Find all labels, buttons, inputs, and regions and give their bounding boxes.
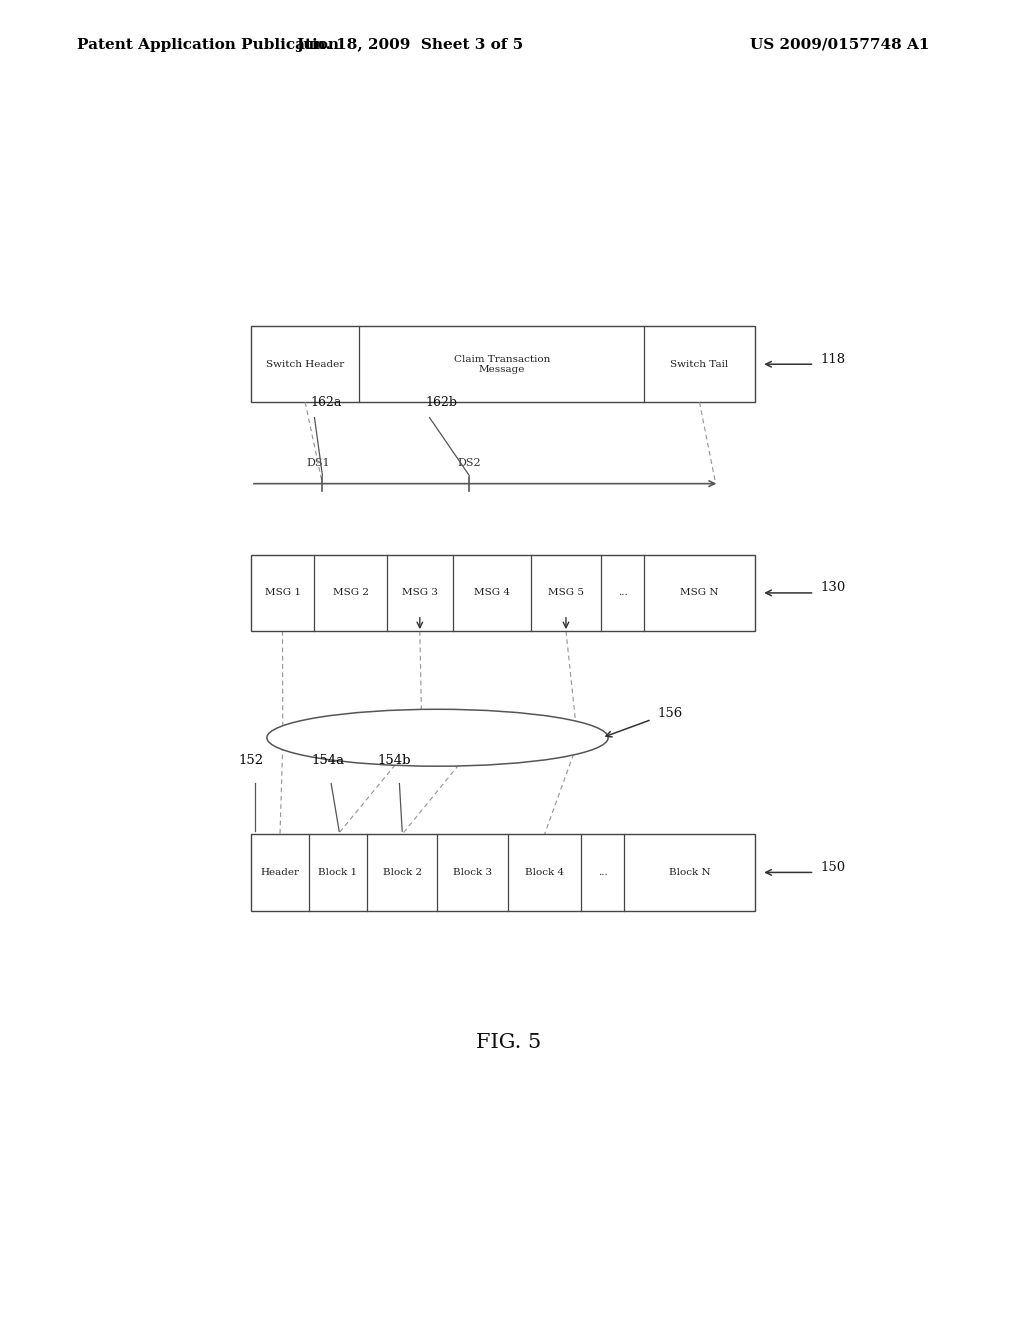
Text: Claim Transaction
Message: Claim Transaction Message <box>454 355 550 374</box>
Text: Header: Header <box>260 869 299 876</box>
Text: MSG 3: MSG 3 <box>401 589 438 598</box>
Text: Jun. 18, 2009  Sheet 3 of 5: Jun. 18, 2009 Sheet 3 of 5 <box>296 38 523 51</box>
Text: ...: ... <box>617 589 628 598</box>
Text: 156: 156 <box>657 706 683 719</box>
Text: MSG 2: MSG 2 <box>333 589 369 598</box>
Text: 152: 152 <box>239 754 263 767</box>
Text: 162b: 162b <box>426 396 458 409</box>
Text: 162a: 162a <box>310 396 342 409</box>
Text: DS2: DS2 <box>458 458 481 469</box>
Text: DS1: DS1 <box>306 458 331 469</box>
Text: MSG 4: MSG 4 <box>474 589 510 598</box>
Text: Switch Header: Switch Header <box>266 360 344 368</box>
Bar <box>251 326 755 403</box>
Text: Block 1: Block 1 <box>318 869 357 876</box>
Text: Block 3: Block 3 <box>454 869 493 876</box>
Text: 154b: 154b <box>377 754 411 767</box>
Text: US 2009/0157748 A1: US 2009/0157748 A1 <box>750 38 930 51</box>
Text: MSG N: MSG N <box>680 589 719 598</box>
Text: Patent Application Publication: Patent Application Publication <box>77 38 339 51</box>
Bar <box>251 554 755 631</box>
Text: MSG 5: MSG 5 <box>548 589 584 598</box>
Text: FIG. 5: FIG. 5 <box>476 1034 542 1052</box>
Text: Switch Tail: Switch Tail <box>671 360 729 368</box>
Ellipse shape <box>267 709 608 766</box>
Text: 118: 118 <box>820 352 845 366</box>
Bar <box>251 834 755 911</box>
Text: Block N: Block N <box>669 869 711 876</box>
Text: ...: ... <box>598 869 607 876</box>
Text: 150: 150 <box>820 861 845 874</box>
Text: Block 2: Block 2 <box>383 869 422 876</box>
Text: Block 4: Block 4 <box>525 869 564 876</box>
Text: 154a: 154a <box>311 754 344 767</box>
Text: 130: 130 <box>820 581 845 594</box>
Text: MSG 1: MSG 1 <box>264 589 300 598</box>
